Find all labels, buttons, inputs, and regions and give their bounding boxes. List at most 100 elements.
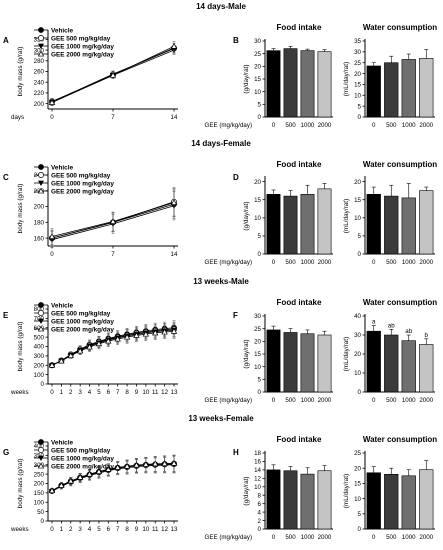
row-title: 14 days-Female: [191, 139, 251, 148]
y-axis-label: (g/day/rat): [243, 201, 250, 230]
legend-marker: [38, 439, 44, 445]
legend-entry: GEE 500 mg/kg/day: [51, 172, 111, 179]
legend-entry: GEE 1000 mg/kg/day: [51, 180, 114, 187]
x-tick-label: 1000: [402, 397, 416, 404]
y-tick-label: 15: [354, 82, 361, 89]
x-tick-label: 500: [285, 259, 296, 266]
x-tick-label: 11: [152, 526, 159, 533]
y-tick-label: 600: [34, 325, 45, 332]
legend-marker: [38, 164, 44, 170]
y-axis-label: body mass (g/rat): [17, 459, 24, 509]
panel-label: E: [3, 311, 9, 320]
series-group: [48, 41, 178, 107]
y-tick-label: 10: [354, 215, 361, 222]
y-tick-label: 0: [41, 381, 45, 388]
y-tick-label: 0: [41, 518, 45, 525]
y-tick-label: 150: [34, 490, 45, 497]
y-axis-label: (g/day/rat): [243, 64, 250, 93]
x-tick-label: 13: [171, 526, 178, 533]
legend-entry: GEE 2000 mg/kg/day: [51, 463, 114, 470]
y-tick-label: 0: [258, 114, 262, 121]
bar: [283, 470, 298, 530]
x-tick-label: 5: [97, 526, 101, 533]
data-point: [48, 361, 56, 368]
bar: [366, 330, 381, 393]
x-tick-label: 1000: [402, 259, 416, 266]
legend-marker: [37, 318, 45, 325]
series-group: [48, 324, 178, 368]
x-axis-label: GEE (mg/kg/day): [205, 397, 252, 404]
y-tick-label: 20: [254, 64, 261, 71]
x-tick-label: 1000: [402, 122, 416, 129]
x-tick-label: 0: [372, 122, 376, 129]
x-tick-label: 11: [152, 389, 159, 396]
x-tick-label: 500: [386, 397, 397, 404]
data-point: [170, 459, 178, 466]
y-tick-label: 5: [258, 102, 262, 109]
bar: [384, 334, 399, 393]
chart-title: Food intake: [277, 23, 322, 32]
legend-marker: [37, 462, 45, 469]
y-tick-label: 5: [258, 233, 262, 240]
x-tick-label: 1000: [301, 259, 315, 266]
data-point: [123, 333, 131, 340]
legend-marker: [37, 187, 45, 194]
y-tick-label: 35: [354, 38, 361, 45]
x-tick-label: 2000: [419, 122, 433, 129]
data-point: [133, 332, 140, 338]
data-point: [114, 335, 121, 342]
y-axis-label: (mL/day/rat): [343, 474, 350, 508]
data-point: [142, 461, 150, 467]
y-tick-label: 20: [354, 71, 361, 78]
bar: [266, 329, 281, 393]
y-tick-label: 30: [354, 332, 361, 339]
x-tick-label: 1000: [402, 534, 416, 541]
y-tick-label: 15: [254, 197, 261, 204]
data-point: [170, 199, 178, 206]
data-point: [123, 462, 131, 469]
y-tick-label: 20: [354, 465, 361, 472]
bar: [384, 473, 399, 530]
data-point: [142, 330, 150, 337]
bar: [266, 469, 281, 530]
bar: [283, 48, 298, 118]
data-point: [48, 99, 56, 106]
x-tick-label: 2000: [318, 397, 332, 404]
x-tick-label: 7: [111, 251, 115, 258]
x-tick-label: 8: [125, 526, 129, 533]
data-point: [105, 337, 112, 344]
panel-label: H: [233, 448, 239, 457]
legend-entry: GEE 500 mg/kg/day: [51, 447, 111, 454]
legend-entry: GEE 2000 mg/kg/day: [51, 326, 114, 333]
chart-title: Water consumption: [363, 160, 437, 169]
x-tick-label: 3: [78, 389, 82, 396]
x-tick-label: 1000: [301, 534, 315, 541]
y-tick-label: 2: [258, 518, 262, 525]
x-tick-label: 500: [386, 259, 397, 266]
bar: [283, 332, 298, 393]
y-tick-label: 250: [34, 471, 45, 478]
x-tick-label: 5: [97, 389, 101, 396]
chart-title: Food intake: [277, 160, 322, 169]
y-tick-label: 30: [254, 313, 261, 320]
data-point: [76, 473, 84, 480]
legend-marker: [38, 172, 44, 178]
x-tick-label: 2000: [318, 122, 332, 129]
x-tick-label: 7: [111, 114, 115, 121]
data-point: [95, 468, 103, 474]
y-tick-label: 6: [258, 501, 262, 508]
x-tick-label: 1: [60, 389, 64, 396]
x-tick-label: 8: [125, 389, 129, 396]
x-tick-label: 4: [88, 526, 92, 533]
x-tick-label: 0: [372, 534, 376, 541]
y-tick-label: 200: [34, 481, 45, 488]
y-tick-label: 40: [354, 313, 361, 320]
bar: [419, 469, 434, 530]
y-tick-label: 280: [34, 58, 45, 65]
y-axis-label: (g/day/rat): [243, 476, 250, 505]
y-tick-label: 160: [34, 235, 45, 242]
y-axis-label: (g/day/rat): [243, 339, 250, 368]
legend-marker: [38, 27, 44, 33]
x-tick-label: 500: [386, 122, 397, 129]
legend-marker: [37, 43, 45, 50]
